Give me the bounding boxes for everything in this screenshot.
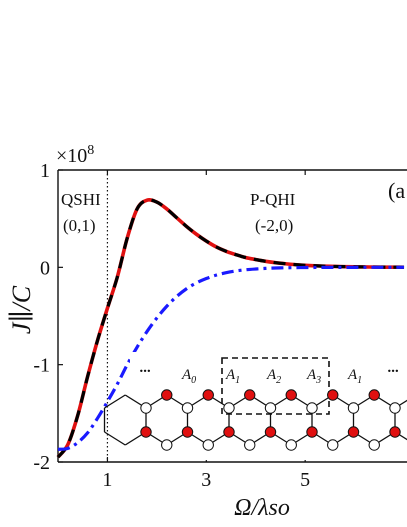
y-multiplier-exponent: 8 — [87, 143, 94, 158]
atom-red — [140, 426, 152, 438]
atom-red — [223, 426, 235, 438]
x-tick-label: 3 — [201, 469, 211, 491]
annotation-pqhi-line2: (-2,0) — [255, 216, 293, 235]
x-tick-label: 1 — [102, 469, 112, 491]
atom-red — [161, 389, 173, 401]
series-line-dashdot — [57, 265, 405, 451]
ellipsis-right: ... — [388, 360, 399, 376]
ellipsis-left: ... — [140, 360, 151, 376]
y-multiplier-base: ×10 — [56, 145, 87, 167]
atom-red — [306, 426, 318, 438]
y-tick-label: -2 — [33, 452, 50, 474]
tick-group: 1 3 5 1 0 -1 -2 — [33, 160, 310, 491]
atom-white — [223, 402, 235, 414]
atom-white — [285, 439, 297, 451]
atom-red — [181, 426, 194, 438]
y-axis-label: J∥/C — [7, 285, 36, 334]
atom-white — [389, 402, 401, 414]
atom-white — [202, 439, 214, 451]
lattice-bond — [104, 394, 126, 409]
series-line-dashed — [56, 198, 405, 459]
atom-red — [264, 426, 277, 438]
y-tick-label: 1 — [40, 160, 50, 182]
panel-label: (a — [388, 178, 405, 203]
atom-white — [140, 402, 152, 414]
annotation-qshi-line1: QSHI — [61, 190, 101, 209]
atom-white — [347, 402, 360, 414]
y-tick-label: -1 — [33, 355, 50, 377]
lattice-bond — [104, 431, 126, 446]
unit-cell-box — [221, 357, 330, 415]
atom-white — [368, 439, 380, 451]
axes-frame — [57, 169, 407, 463]
atom-red — [389, 426, 401, 438]
site-label-a2: A2 — [266, 367, 281, 386]
atom-white — [161, 439, 173, 451]
atom-white — [327, 439, 339, 451]
atom-red — [202, 389, 214, 401]
lattice-atoms — [140, 389, 401, 451]
annotation-qshi: QSHI (0,1) — [61, 190, 101, 235]
atom-white — [306, 402, 318, 414]
annotation-pqhi-line1: P-QHI — [250, 190, 296, 209]
atom-red — [285, 389, 297, 401]
atom-red — [347, 426, 360, 438]
series-group — [56, 197, 405, 459]
y-multiplier: ×108 — [56, 143, 94, 167]
atom-white — [244, 439, 256, 451]
x-axis-label: Ω/λso — [234, 495, 290, 521]
atom-white — [181, 402, 194, 414]
site-label-a0: A0 — [181, 367, 196, 386]
atom-red — [368, 389, 380, 401]
annotation-qshi-line2: (0,1) — [63, 216, 96, 235]
lattice-inset: ... ... A0 A1 A2 A3 A1 — [103, 352, 407, 460]
atom-red — [244, 389, 256, 401]
site-label-a1-repeat: A1 — [347, 367, 362, 386]
site-label-a3: A3 — [306, 367, 321, 386]
atom-red — [327, 389, 339, 401]
x-tick-label: 5 — [300, 469, 310, 491]
y-tick-label: 0 — [40, 257, 50, 279]
annotation-pqhi: P-QHI (-2,0) — [250, 190, 296, 235]
site-label-a1: A1 — [225, 367, 240, 386]
atom-white — [264, 402, 277, 414]
